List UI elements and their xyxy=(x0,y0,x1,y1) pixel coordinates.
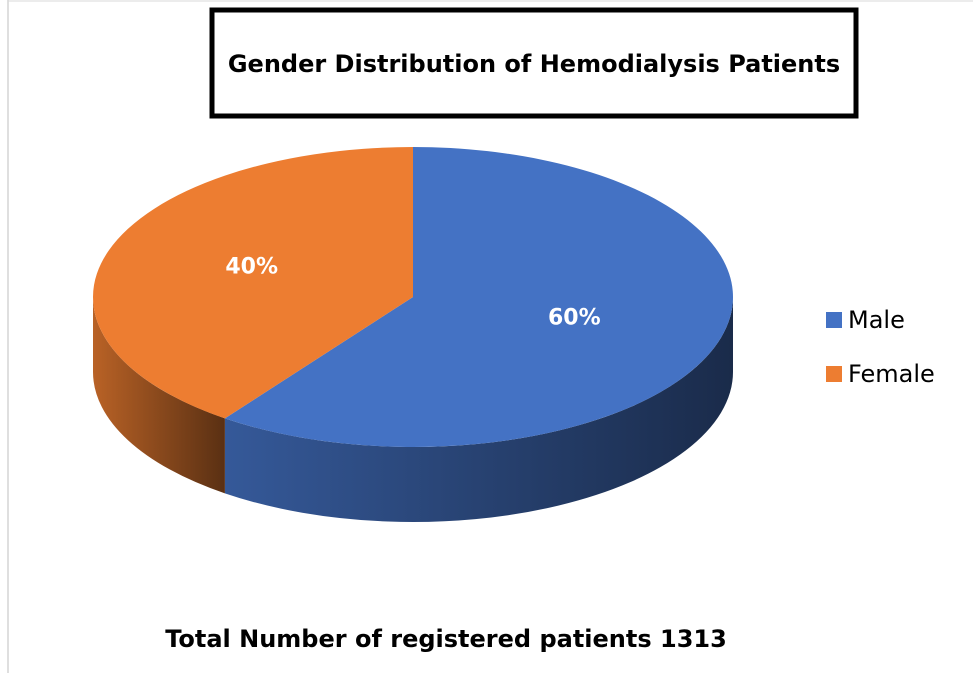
title-box xyxy=(209,7,859,119)
annotation: Total Number of registered patients 1313 xyxy=(165,625,727,653)
legend-swatch xyxy=(826,366,842,382)
chart-title: Gender Distribution of Hemodialysis Pati… xyxy=(228,50,840,78)
slice-side xyxy=(93,297,225,494)
legend-label: Female xyxy=(848,360,935,388)
pie: 60% 40% xyxy=(93,147,734,522)
data-label: 60% xyxy=(548,305,601,330)
slice-side xyxy=(224,297,733,522)
data-label: 40% xyxy=(225,255,278,280)
legend-swatch xyxy=(826,312,842,328)
legend-label: Male xyxy=(848,306,905,334)
slice xyxy=(93,147,414,419)
slice xyxy=(224,147,734,447)
